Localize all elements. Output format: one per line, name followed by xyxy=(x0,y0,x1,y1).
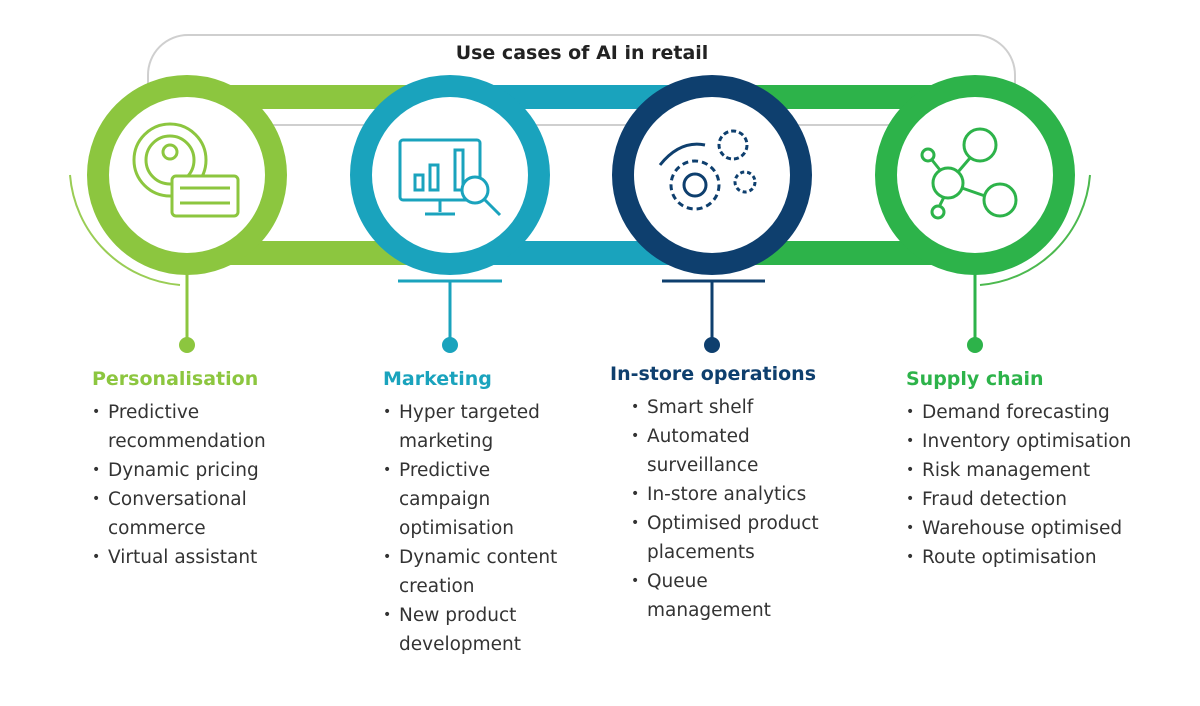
column: Supply chain Demand forecastingInventory … xyxy=(906,368,1176,572)
icon-supply-chain xyxy=(920,127,1018,220)
list-item: Inventory optimisation xyxy=(906,427,1176,456)
column-heading: Marketing xyxy=(383,368,492,390)
title: Use cases of AI in retail xyxy=(455,42,709,64)
list-item: In-store analytics xyxy=(631,480,836,509)
list-item: Route optimisation xyxy=(906,543,1176,572)
list-item: Predictive campaign optimisation xyxy=(383,456,573,543)
icon-personalisation xyxy=(132,122,240,218)
list-item: Predictive recommendation xyxy=(92,398,307,456)
column-heading: In-store operations xyxy=(610,363,817,385)
list-item: New product development xyxy=(383,601,573,659)
ring xyxy=(612,75,812,275)
list-item: Automated surveillance xyxy=(631,422,836,480)
list-item: Smart shelf xyxy=(631,393,836,422)
item-list: Hyper targeted marketingPredictive campa… xyxy=(383,398,573,659)
item-list: Smart shelfAutomated surveillanceIn-stor… xyxy=(631,393,836,625)
list-item: Demand forecasting xyxy=(906,398,1176,427)
icon-marketing xyxy=(398,138,502,217)
item-list: Demand forecastingInventory optimisation… xyxy=(906,398,1176,572)
item-list: Predictive recommendationDynamic pricing… xyxy=(92,398,307,572)
list-item: Hyper targeted marketing xyxy=(383,398,573,456)
column: Personalisation Predictive recommendation… xyxy=(92,368,307,572)
list-item: Virtual assistant xyxy=(92,543,307,572)
outer-arc xyxy=(979,174,1091,286)
column-heading: Personalisation xyxy=(92,368,259,390)
dot xyxy=(442,337,458,353)
list-item: Optimised product placements xyxy=(631,509,836,567)
ring xyxy=(875,75,1075,275)
list-item: Dynamic pricing xyxy=(92,456,307,485)
ring xyxy=(350,75,550,275)
dot xyxy=(967,337,983,353)
column: In-store operations Smart shelfAutomated … xyxy=(610,363,836,625)
list-item: Fraud detection xyxy=(906,485,1176,514)
list-item: Conversational commerce xyxy=(92,485,307,543)
list-item: Risk management xyxy=(906,456,1176,485)
list-item: Queue management xyxy=(631,567,836,625)
dot xyxy=(179,337,195,353)
list-item: Dynamic content creation xyxy=(383,543,573,601)
icon-operations xyxy=(658,129,757,211)
list-item: Warehouse optimised xyxy=(906,514,1176,543)
column-heading: Supply chain xyxy=(906,368,1044,390)
column: Marketing Hyper targeted marketingPredict… xyxy=(383,368,573,659)
title-frame xyxy=(147,34,1016,126)
outer-arc xyxy=(69,174,181,286)
dot xyxy=(704,337,720,353)
